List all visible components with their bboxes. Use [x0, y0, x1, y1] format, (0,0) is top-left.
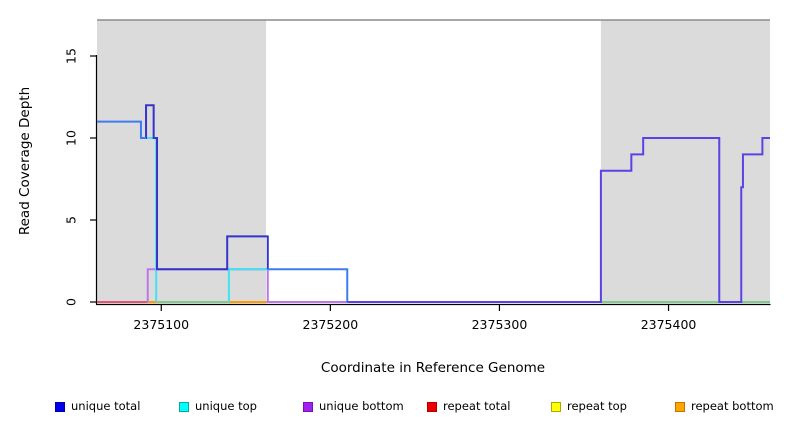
unique-total-left: [140, 104, 269, 271]
y-tick-label: 15: [63, 48, 79, 64]
legend-swatch-icon: [303, 402, 313, 412]
legend-label: unique total: [71, 399, 141, 413]
y-tick-label: 10: [63, 130, 79, 146]
legend-swatch-icon: [551, 402, 561, 412]
legend-swatch-icon: [179, 402, 189, 412]
legend-swatch-icon: [427, 402, 437, 412]
y-tick-label: 0: [63, 298, 79, 306]
overlap-total-top-11: [97, 120, 147, 139]
legend-label: repeat total: [443, 399, 511, 413]
x-tick-label: 2375100: [133, 317, 190, 332]
x-axis-title: Coordinate in Reference Genome: [320, 360, 546, 376]
legend-label: unique bottom: [319, 399, 404, 413]
legend-swatch-icon: [675, 402, 685, 412]
legend-label: repeat bottom: [691, 399, 774, 413]
x-tick-label: 2375200: [302, 317, 359, 332]
unique-top-step2: [227, 268, 268, 302]
legend-label: repeat top: [567, 399, 627, 413]
legend-label: unique top: [195, 399, 257, 413]
x-tick-label: 2375400: [640, 317, 697, 332]
repeat-region-left: [97, 20, 267, 304]
legend-swatch-icon: [55, 402, 65, 412]
y-tick-label: 5: [63, 216, 79, 224]
x-tick-label: 2375300: [471, 317, 528, 332]
overlap-total-top-2: [267, 268, 349, 302]
y-axis-title: Read Coverage Depth: [17, 86, 33, 236]
repeat-region-right: [600, 20, 770, 304]
overlap-total-bottom-right: [347, 137, 770, 303]
